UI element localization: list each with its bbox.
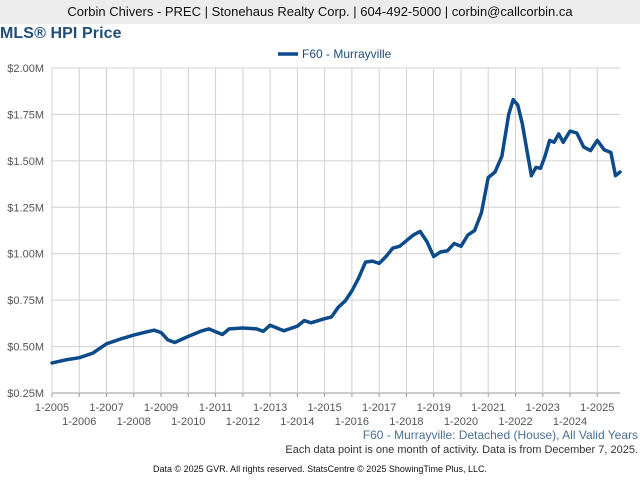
legend: F60 - Murrayville (278, 47, 392, 61)
x-tick-label: 1-2007 (89, 402, 123, 414)
chart-title: MLS® HPI Price (0, 25, 122, 42)
x-tick-label: 1-2024 (553, 416, 587, 428)
x-tick-label: 1-2008 (117, 416, 151, 428)
x-tick-label: 1-2025 (580, 402, 614, 414)
x-tick-label: 1-2017 (362, 402, 396, 414)
legend-label: F60 - Murrayville (302, 47, 392, 61)
x-tick-label: 1-2015 (308, 402, 342, 414)
x-tick-label: 1-2012 (226, 416, 260, 428)
header-contact-text: Corbin Chivers - PREC | Stonehaus Realty… (67, 4, 573, 19)
copyright-notice: Data © 2025 GVR. All rights reserved. St… (152, 464, 488, 474)
gridlines (51, 67, 620, 397)
x-tick-label: 1-2019 (417, 402, 451, 414)
x-tick-label: 1-2020 (444, 416, 478, 428)
x-tick-label: 1-2014 (280, 416, 314, 428)
x-tick-label: 1-2016 (335, 416, 369, 428)
x-tick-label: 1-2010 (171, 416, 205, 428)
x-axis-ticks: 1-2005 1-2007 1-2009 1-2011 1-2013 1-2015 1-20… (35, 402, 615, 428)
y-tick-label: $0.25M (7, 388, 44, 400)
y-tick-label: $1.75M (7, 109, 44, 121)
x-tick-label: 1-2005 (35, 402, 69, 414)
series-lines (50, 97, 622, 365)
y-tick-label: $0.50M (7, 342, 44, 354)
x-tick-label: 1-2013 (253, 402, 287, 414)
data-note: Each data point is one month of activity… (285, 444, 638, 456)
y-tick-label: $0.75M (7, 295, 44, 307)
y-tick-label: $1.50M (7, 156, 44, 168)
x-tick-label: 1-2023 (526, 402, 560, 414)
series-line (50, 97, 622, 365)
x-tick-label: 1-2021 (471, 402, 505, 414)
x-tick-label: 1-2011 (199, 402, 232, 414)
x-tick-label: 1-2018 (389, 416, 423, 428)
series-caption: F60 - Murrayville: Detached (House), All… (362, 428, 638, 442)
y-tick-label: $1.25M (7, 202, 44, 214)
header-contact-bar: Corbin Chivers - PREC | Stonehaus Realty… (0, 0, 640, 24)
y-tick-label: $1.00M (7, 249, 44, 261)
x-tick-label: 1-2006 (62, 416, 96, 428)
y-axis-ticks: $2.00M $1.75M $1.50M $1.25M $1.00M $0.75M $0.5… (7, 63, 44, 400)
x-tick-label: 1-2022 (498, 416, 532, 428)
y-tick-label: $2.00M (7, 63, 44, 75)
x-tick-label: 1-2009 (144, 402, 178, 414)
